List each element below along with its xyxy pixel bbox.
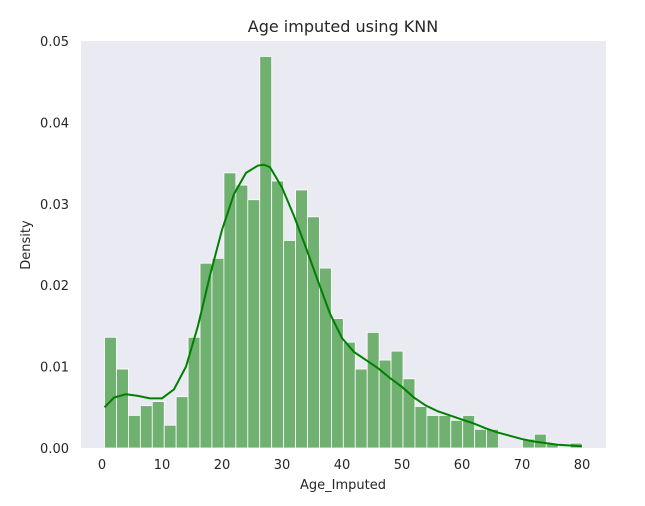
x-tick-label: 30 (274, 458, 291, 473)
histogram-bar (151, 401, 165, 449)
x-tick-label: 40 (334, 458, 351, 473)
x-tick-label: 50 (394, 458, 411, 473)
y-tick-label: 0.03 (40, 198, 69, 213)
histogram-bar (319, 267, 332, 449)
y-tick-label: 0.01 (40, 361, 69, 376)
y-tick-labels: 0.00 0.01 0.02 0.03 0.04 0.05 (40, 35, 69, 457)
histogram-bar (450, 419, 464, 449)
y-tick-label: 0.02 (40, 279, 69, 294)
histogram-bar (259, 56, 273, 449)
histogram-bar (486, 428, 499, 449)
histogram-bar (366, 332, 380, 449)
histogram-bar (426, 415, 440, 449)
histogram-bar (163, 424, 177, 449)
histogram-bar (104, 336, 117, 449)
y-tick-label: 0.05 (40, 35, 69, 50)
histogram-bar (295, 189, 308, 449)
histogram-bar (342, 341, 356, 449)
y-tick-label: 0.00 (40, 442, 69, 457)
x-axis-label: Age_Imputed (300, 478, 386, 493)
x-tick-label: 10 (154, 458, 171, 473)
histogram-bar (474, 428, 488, 449)
x-tick-label: 70 (514, 458, 531, 473)
histogram-bar (223, 172, 237, 449)
x-tick-label: 20 (214, 458, 231, 473)
histogram-bar (211, 257, 225, 449)
y-tick-label: 0.04 (40, 116, 69, 131)
histogram-bar (438, 415, 452, 449)
x-tick-label: 80 (574, 458, 591, 473)
histogram-bar (116, 368, 129, 449)
bars-group (104, 56, 583, 449)
chart-title: Age imputed using KNN (248, 17, 438, 36)
histogram-bar (139, 405, 153, 449)
histogram-bar (127, 415, 141, 449)
histogram-bar (390, 350, 404, 449)
histogram-bar (283, 240, 296, 449)
histogram-bar (235, 184, 249, 449)
histogram-bar (175, 396, 189, 449)
x-tick-labels: 0 10 20 30 40 50 60 70 80 (98, 458, 590, 473)
histogram-bar (414, 406, 428, 449)
x-tick-label: 60 (454, 458, 471, 473)
x-tick-label: 0 (98, 458, 106, 473)
kde-curve (103, 163, 583, 448)
histogram-bar (247, 199, 261, 449)
histogram-bar (354, 368, 368, 449)
histogram-bar (307, 216, 320, 449)
histogram-bar (271, 180, 285, 449)
y-axis-label: Density (19, 220, 34, 270)
